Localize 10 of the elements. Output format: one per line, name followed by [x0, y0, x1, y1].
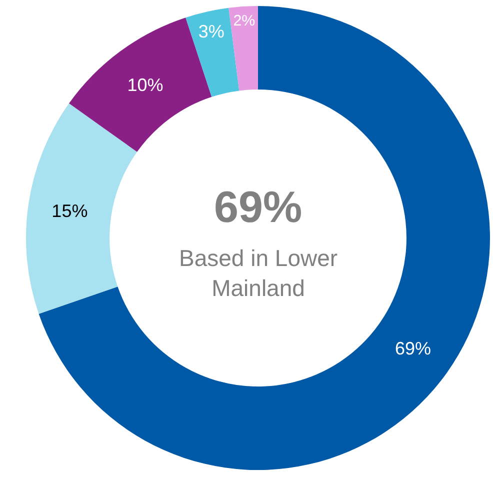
text: 69% [214, 183, 302, 232]
data-label: 3% [198, 21, 224, 42]
donut-slice [38, 6, 490, 470]
donut-slice [26, 103, 138, 314]
data-label: 10% [127, 74, 164, 95]
text: Based in Lower Mainland [179, 245, 338, 301]
data-label: 15% [52, 200, 88, 221]
data-label: 69% [394, 338, 431, 358]
donut-slice [228, 6, 258, 91]
data-label: 2% [233, 12, 256, 30]
